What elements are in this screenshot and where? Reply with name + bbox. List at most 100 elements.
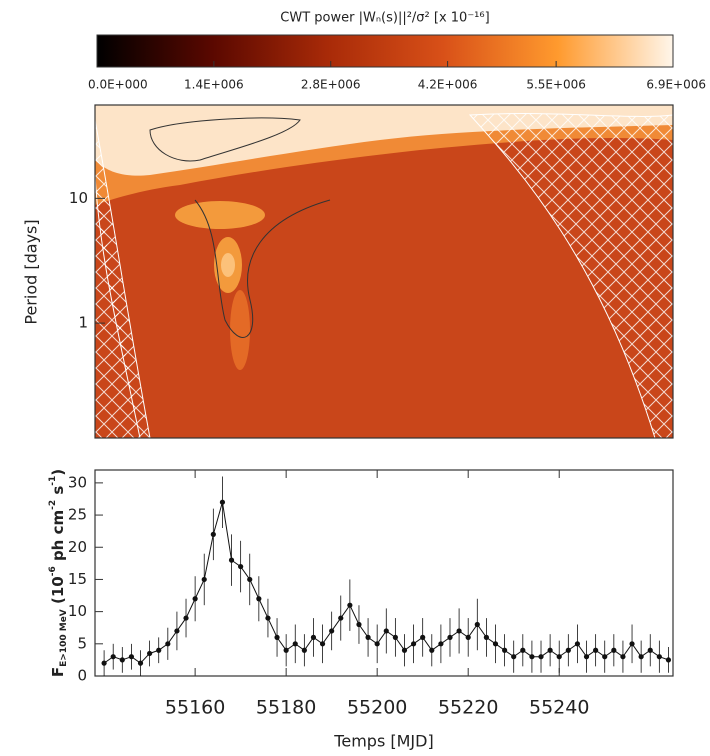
data-point (365, 634, 371, 640)
data-point (556, 654, 562, 660)
y-tick-label: 0 (77, 667, 87, 685)
data-point (247, 576, 253, 583)
data-point (210, 531, 216, 537)
y-label-part: F (49, 667, 67, 677)
top-frame (94, 104, 674, 439)
colorbar-tick-label: 2.8E+006 (301, 78, 361, 92)
data-point (101, 660, 107, 666)
data-point (465, 634, 471, 640)
colorbar-tick-label: 1.4E+006 (184, 78, 244, 92)
data-point (338, 615, 344, 621)
data-point (565, 647, 571, 653)
colorbar-tick-label: 5.5E+006 (526, 78, 586, 92)
data-point (183, 615, 189, 621)
data-point (511, 654, 517, 660)
data-point (128, 654, 135, 660)
data-point (647, 647, 653, 653)
data-point (574, 641, 581, 647)
data-point (119, 657, 125, 663)
y-label-part: ) (49, 469, 67, 476)
data-point (420, 634, 426, 640)
data-point (547, 647, 553, 653)
data-point (629, 641, 635, 647)
data-point (538, 654, 544, 660)
colorbar-tick-label: 0.0E+000 (88, 78, 148, 92)
data-point (147, 650, 153, 657)
x-tick-label: 55180 (256, 697, 316, 719)
data-point (347, 602, 353, 608)
data-point (310, 634, 317, 640)
y-label-part: E>100 MeV (59, 609, 69, 667)
x-tick-label: 55220 (438, 697, 498, 719)
colorbar-tick-label: 4.2E+006 (418, 78, 478, 92)
data-point (593, 647, 599, 653)
colorbar-tick-label: 6.9E+006 (646, 78, 706, 92)
data-point (265, 615, 271, 621)
data-point (110, 654, 116, 660)
data-point (410, 641, 417, 647)
data-point (656, 654, 662, 660)
data-point (638, 654, 644, 660)
data-point (447, 634, 453, 640)
data-point (620, 654, 626, 660)
y-label-part: (10 (49, 576, 67, 609)
data-point (319, 641, 326, 647)
data-point (456, 628, 462, 634)
data-point (611, 647, 617, 653)
y-label-part: -1 (48, 476, 58, 486)
y-label-part: s (49, 486, 67, 500)
data-point (192, 596, 198, 602)
data-point (583, 654, 590, 660)
y-tick-label: 25 (68, 506, 87, 524)
wavelet-map (95, 105, 673, 438)
data-point (401, 647, 408, 653)
data-point (137, 660, 144, 666)
data-point (256, 596, 262, 602)
data-point (529, 654, 535, 660)
y-tick-label: 15 (68, 570, 87, 588)
data-point (292, 641, 298, 647)
y-tick-label: 1 (78, 314, 88, 332)
data-point (228, 557, 235, 563)
y-tick-label: 30 (68, 473, 87, 491)
data-point (283, 647, 289, 653)
data-point (274, 634, 280, 640)
x-tick-label: 55160 (165, 697, 225, 719)
y-tick-label: 10 (68, 602, 87, 620)
y-label-part: ph cm (49, 510, 67, 566)
data-point (429, 647, 435, 653)
data-point (174, 628, 180, 634)
data-point (474, 621, 480, 628)
data-point (602, 654, 608, 660)
x-tick-label: 55200 (347, 697, 407, 719)
colorbar (96, 34, 674, 68)
data-point (238, 563, 244, 570)
data-point (201, 576, 207, 583)
data-point (665, 657, 672, 663)
data-point (502, 647, 508, 653)
bottom-y-label: FE>100 MeV (10-6 ph cm-2 s-1) (48, 469, 69, 677)
data-point (492, 641, 499, 647)
data-point (383, 628, 389, 634)
colorbar-title: CWT power |Wₙ(s)||²/σ² [x 10⁻¹⁶] (280, 11, 489, 26)
data-point (156, 647, 162, 653)
y-tick-label: 5 (77, 634, 87, 652)
x-label: Temps [MJD] (333, 732, 433, 751)
y-tick-label: 20 (68, 538, 87, 556)
data-point (483, 634, 490, 640)
data-point (356, 621, 362, 628)
data-point (165, 641, 171, 647)
y-label-part: -6 (48, 566, 58, 576)
data-point (438, 641, 444, 647)
x-tick-label: 55240 (529, 697, 589, 719)
data-point (374, 641, 380, 647)
data-point (392, 634, 398, 640)
top-y-label: Period [days] (22, 219, 41, 324)
y-tick-label: 10 (69, 189, 88, 207)
bottom-frame (94, 469, 674, 677)
y-label-part: -2 (48, 500, 58, 510)
data-point (301, 647, 307, 653)
data-point (219, 499, 226, 505)
data-point (520, 647, 526, 653)
